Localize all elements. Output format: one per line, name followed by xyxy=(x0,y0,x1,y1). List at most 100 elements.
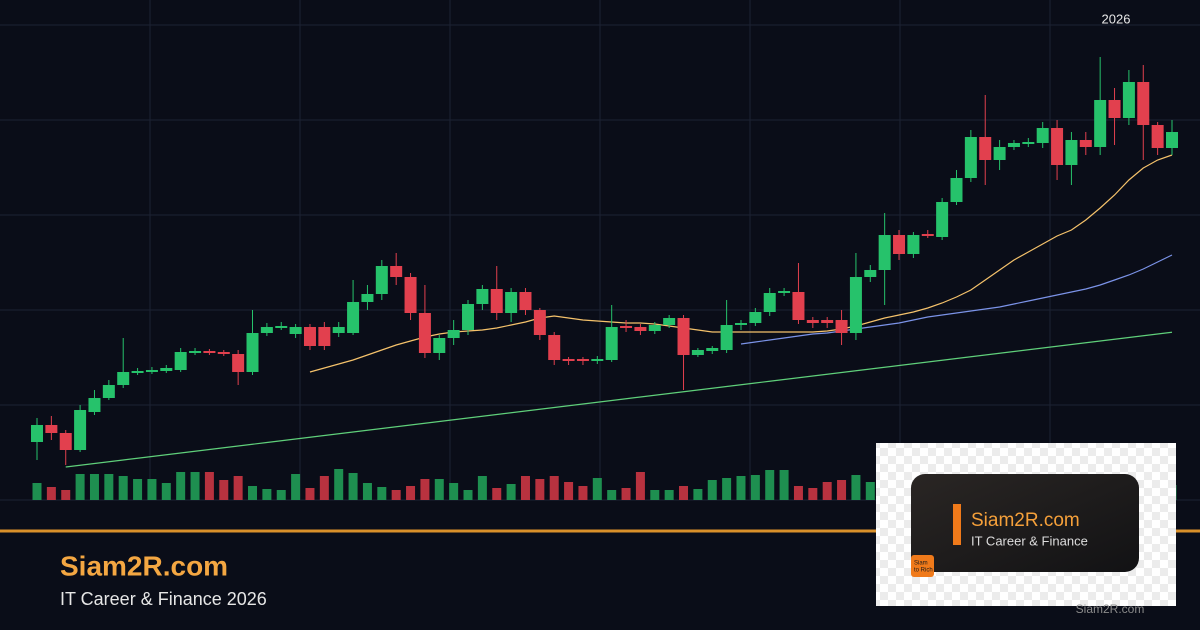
volume-bar xyxy=(305,488,315,500)
candle-body xyxy=(806,320,819,323)
volume-bar xyxy=(118,476,128,500)
candle-body xyxy=(620,326,633,328)
candle-body xyxy=(734,323,747,325)
candle-body xyxy=(217,352,230,354)
candle-body xyxy=(332,327,345,333)
candle-body xyxy=(505,292,518,313)
brand-subtitle: IT Career & Finance 2026 xyxy=(60,589,267,609)
volume-bar xyxy=(822,482,832,500)
card-icon xyxy=(911,555,934,577)
candle-body xyxy=(864,270,877,277)
candle-body xyxy=(936,202,949,237)
candle-body xyxy=(1151,125,1164,148)
volume-bar xyxy=(679,486,689,500)
volume-bar xyxy=(32,483,42,500)
volume-bar xyxy=(765,470,775,500)
candle-body xyxy=(88,398,101,412)
candle-body xyxy=(189,351,202,353)
volume-bar xyxy=(406,486,416,500)
candle-body xyxy=(979,137,992,160)
candle-body xyxy=(691,350,704,355)
volume-bar xyxy=(549,476,559,500)
volume-bar xyxy=(650,490,660,500)
volume-bar xyxy=(808,488,818,500)
volume-bar xyxy=(736,476,746,500)
candle-body xyxy=(720,325,733,350)
volume-bar xyxy=(492,488,502,500)
candle-body xyxy=(433,338,446,353)
candle-body xyxy=(462,304,475,330)
candle-body xyxy=(59,433,72,450)
volume-bar xyxy=(592,478,602,500)
candle-body xyxy=(749,312,762,323)
candle-body xyxy=(375,266,388,294)
volume-bar xyxy=(865,482,875,500)
candle-body xyxy=(1137,82,1150,125)
volume-bar xyxy=(449,483,459,500)
volume-bar xyxy=(477,476,487,500)
candle-body xyxy=(347,302,360,333)
candle-body xyxy=(260,327,273,333)
volume-bar xyxy=(190,472,200,500)
volume-bar xyxy=(621,488,631,500)
volume-bar xyxy=(291,474,301,500)
volume-bar xyxy=(607,490,617,500)
candle-body xyxy=(102,385,115,398)
candle-body xyxy=(533,310,546,335)
card-subtitle: IT Career & Finance xyxy=(971,533,1088,548)
candle-body xyxy=(404,277,417,313)
watermark: Siam2R.com xyxy=(1076,602,1145,616)
candle-body xyxy=(576,359,589,361)
candle-body xyxy=(45,425,58,433)
volume-bar xyxy=(434,479,444,500)
candle-body xyxy=(893,235,906,254)
candle-body xyxy=(1007,143,1020,147)
candle-body xyxy=(1079,140,1092,147)
candle-body xyxy=(1036,128,1049,143)
candle-body xyxy=(821,320,834,323)
candle-body xyxy=(74,410,87,450)
volume-bar xyxy=(793,486,803,500)
volume-bar xyxy=(46,487,56,500)
volume-bar xyxy=(75,474,85,500)
candle-body xyxy=(1166,132,1178,148)
candle-body xyxy=(31,425,43,442)
icon-text: to Rich xyxy=(914,568,933,574)
candle-body xyxy=(117,372,130,385)
volume-bar xyxy=(377,487,387,500)
candle-body xyxy=(648,325,661,331)
candle-body xyxy=(174,352,187,370)
volume-bar xyxy=(61,490,71,500)
candle-body xyxy=(663,318,676,325)
candle-body xyxy=(706,348,719,351)
volume-bar xyxy=(506,484,516,500)
grid xyxy=(0,0,1200,501)
candle-body xyxy=(361,294,374,302)
candle-body xyxy=(605,327,618,360)
volume-bar xyxy=(161,483,171,500)
candle-body xyxy=(1094,100,1107,147)
card-accent xyxy=(953,504,961,545)
candle-body xyxy=(275,326,288,328)
icon-text: Siam xyxy=(914,561,928,567)
candle-body xyxy=(232,354,245,372)
candle-body xyxy=(145,370,158,372)
candle-body xyxy=(203,351,216,353)
volume-bar xyxy=(664,490,674,500)
candle-body xyxy=(778,291,791,293)
volume-bar xyxy=(578,486,588,500)
candle-body xyxy=(835,320,848,333)
volume-bar xyxy=(463,490,473,500)
candle-body xyxy=(548,335,561,360)
volume-bar xyxy=(722,478,732,500)
candle-body xyxy=(591,359,604,361)
candle-body xyxy=(289,327,302,334)
candle-body xyxy=(303,327,316,346)
candle-body xyxy=(921,234,934,236)
candle-body xyxy=(849,277,862,333)
volume-bar xyxy=(362,483,372,500)
brand-title: Siam2R.com xyxy=(60,550,228,581)
moving-average-line xyxy=(740,254,1173,345)
candle-body xyxy=(562,359,575,361)
